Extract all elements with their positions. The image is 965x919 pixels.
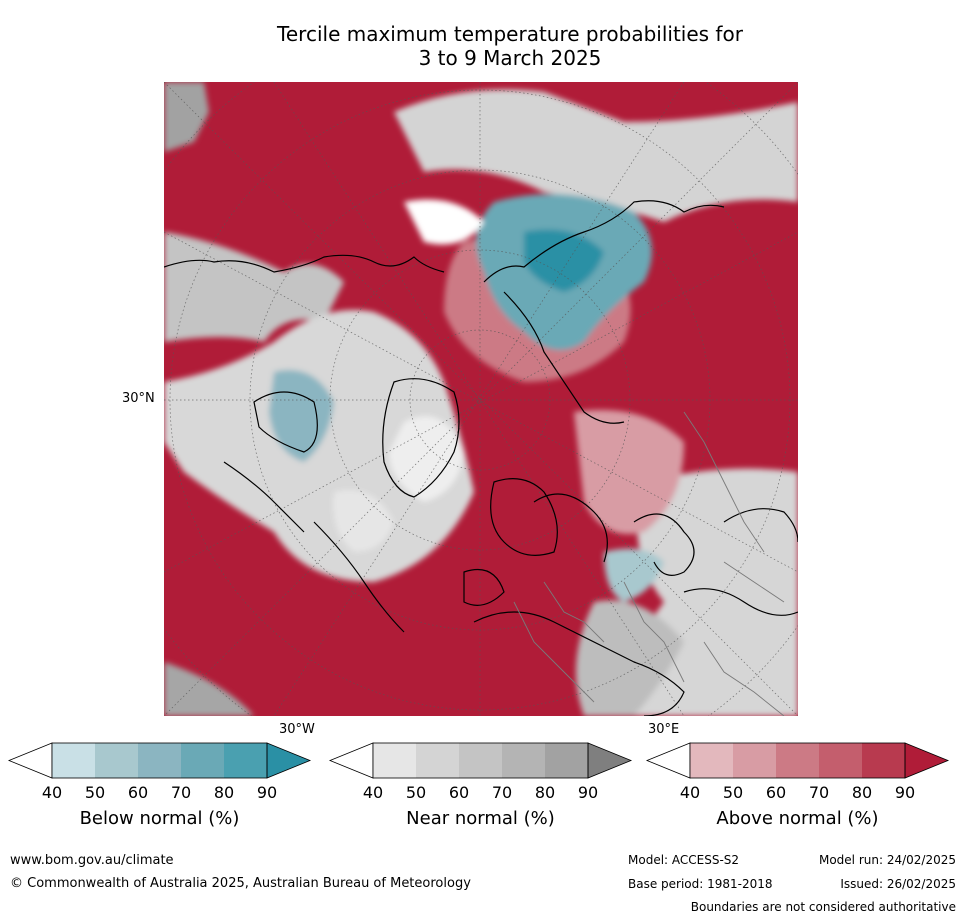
longitude-label-west: 30°W — [279, 722, 315, 737]
above-normal-colorbar — [645, 742, 950, 779]
near-normal-area-south — [576, 600, 684, 716]
title-line-2: 3 to 9 March 2025 — [418, 46, 602, 70]
near-normal-area-north — [394, 89, 798, 222]
below-normal-tick-label: 50 — [84, 783, 106, 802]
footer-model-run: Model run: 24/02/2025 — [818, 853, 956, 867]
low-probability-patch-arctic — [404, 199, 484, 245]
above-normal-tick-label: 40 — [679, 783, 701, 802]
longitude-label-east: 30°E — [648, 722, 680, 737]
near-normal-min-extension — [328, 742, 374, 779]
above-normal-min-extension — [645, 742, 691, 779]
above-normal-tick-label: 80 — [851, 783, 873, 802]
above-normal-color-step — [862, 743, 905, 778]
map-canvas — [164, 82, 798, 716]
near-normal-color-step — [502, 743, 545, 778]
near-normal-tick-label: 60 — [448, 783, 470, 802]
below-normal-colorbar-outline — [51, 742, 268, 779]
above-normal-tick-label: 90 — [894, 783, 916, 802]
above-normal-max-extension — [904, 742, 950, 779]
near-normal-colorbar — [328, 742, 633, 779]
footer-base-period: Base period: 1981-2018 — [628, 877, 773, 891]
near-normal-color-step — [459, 743, 502, 778]
footer-disclaimer: Boundaries are not considered authoritat… — [690, 900, 956, 914]
low-probability-patch-north-atlantic — [333, 490, 394, 552]
chart-title: Tercile maximum temperature probabilitie… — [160, 22, 860, 70]
below-normal-tick-label: 60 — [127, 783, 149, 802]
near-normal-max-extension — [587, 742, 633, 779]
footer-copyright: © Commonwealth of Australia 2025, Austra… — [10, 876, 471, 891]
near-normal-tick-label: 90 — [577, 783, 599, 802]
below-normal-color-step — [181, 743, 224, 778]
below-normal-color-step — [52, 743, 95, 778]
near-normal-legend-label: Near normal (%) — [406, 808, 555, 829]
below-normal-color-step — [224, 743, 267, 778]
near-normal-area-northwest — [164, 82, 209, 152]
above-normal-tick-label: 50 — [722, 783, 744, 802]
footer-model: Model: ACCESS-S2 — [628, 853, 740, 867]
near-normal-area-west — [164, 232, 344, 342]
above-normal-tick-label: 70 — [808, 783, 830, 802]
near-normal-area-arctic — [164, 310, 474, 582]
map-borders — [513, 411, 785, 716]
below-normal-tick-label: 80 — [213, 783, 235, 802]
near-normal-tick-label: 40 — [362, 783, 384, 802]
title-line-1: Tercile maximum temperature probabilitie… — [277, 22, 743, 46]
near-normal-color-step — [545, 743, 588, 778]
above-normal-legend-label: Above normal (%) — [716, 808, 879, 829]
below-normal-area-central-asia — [604, 548, 664, 602]
above-normal-tick-label: 60 — [765, 783, 787, 802]
near-normal-colorbar-outline — [372, 742, 589, 779]
latitude-label: 30°N — [122, 391, 155, 406]
above-normal-color-step — [733, 743, 776, 778]
above-normal-band-eurasia — [574, 410, 684, 534]
near-normal-tick-label: 50 — [405, 783, 427, 802]
near-normal-color-step — [416, 743, 459, 778]
near-normal-area-southwest — [164, 662, 254, 716]
below-normal-tick-label: 70 — [170, 783, 192, 802]
below-normal-tick-label: 40 — [41, 783, 63, 802]
near-normal-tick-label: 70 — [491, 783, 513, 802]
above-normal-color-step — [690, 743, 733, 778]
below-normal-area-canada — [269, 370, 334, 462]
near-normal-area-greenland — [389, 416, 464, 502]
above-normal-color-step — [819, 743, 862, 778]
near-normal-tick-label: 80 — [534, 783, 556, 802]
above-normal-colorbar-outline — [689, 742, 906, 779]
below-normal-min-extension — [7, 742, 53, 779]
below-normal-color-step — [138, 743, 181, 778]
above-normal-color-step — [776, 743, 819, 778]
below-normal-color-step — [95, 743, 138, 778]
below-normal-tick-label: 90 — [256, 783, 278, 802]
below-normal-colorbar — [7, 742, 312, 779]
below-normal-max-extension — [266, 742, 312, 779]
footer-issued: Issued: 26/02/2025 — [840, 877, 956, 891]
map-coastlines — [164, 200, 798, 716]
near-normal-color-step — [373, 743, 416, 778]
map-graticule — [164, 82, 798, 716]
below-normal-legend-label: Below normal (%) — [79, 808, 240, 829]
probability-map — [164, 82, 798, 716]
footer-url: www.bom.gov.au/climate — [10, 853, 174, 868]
below-normal-core-siberia — [524, 229, 604, 292]
